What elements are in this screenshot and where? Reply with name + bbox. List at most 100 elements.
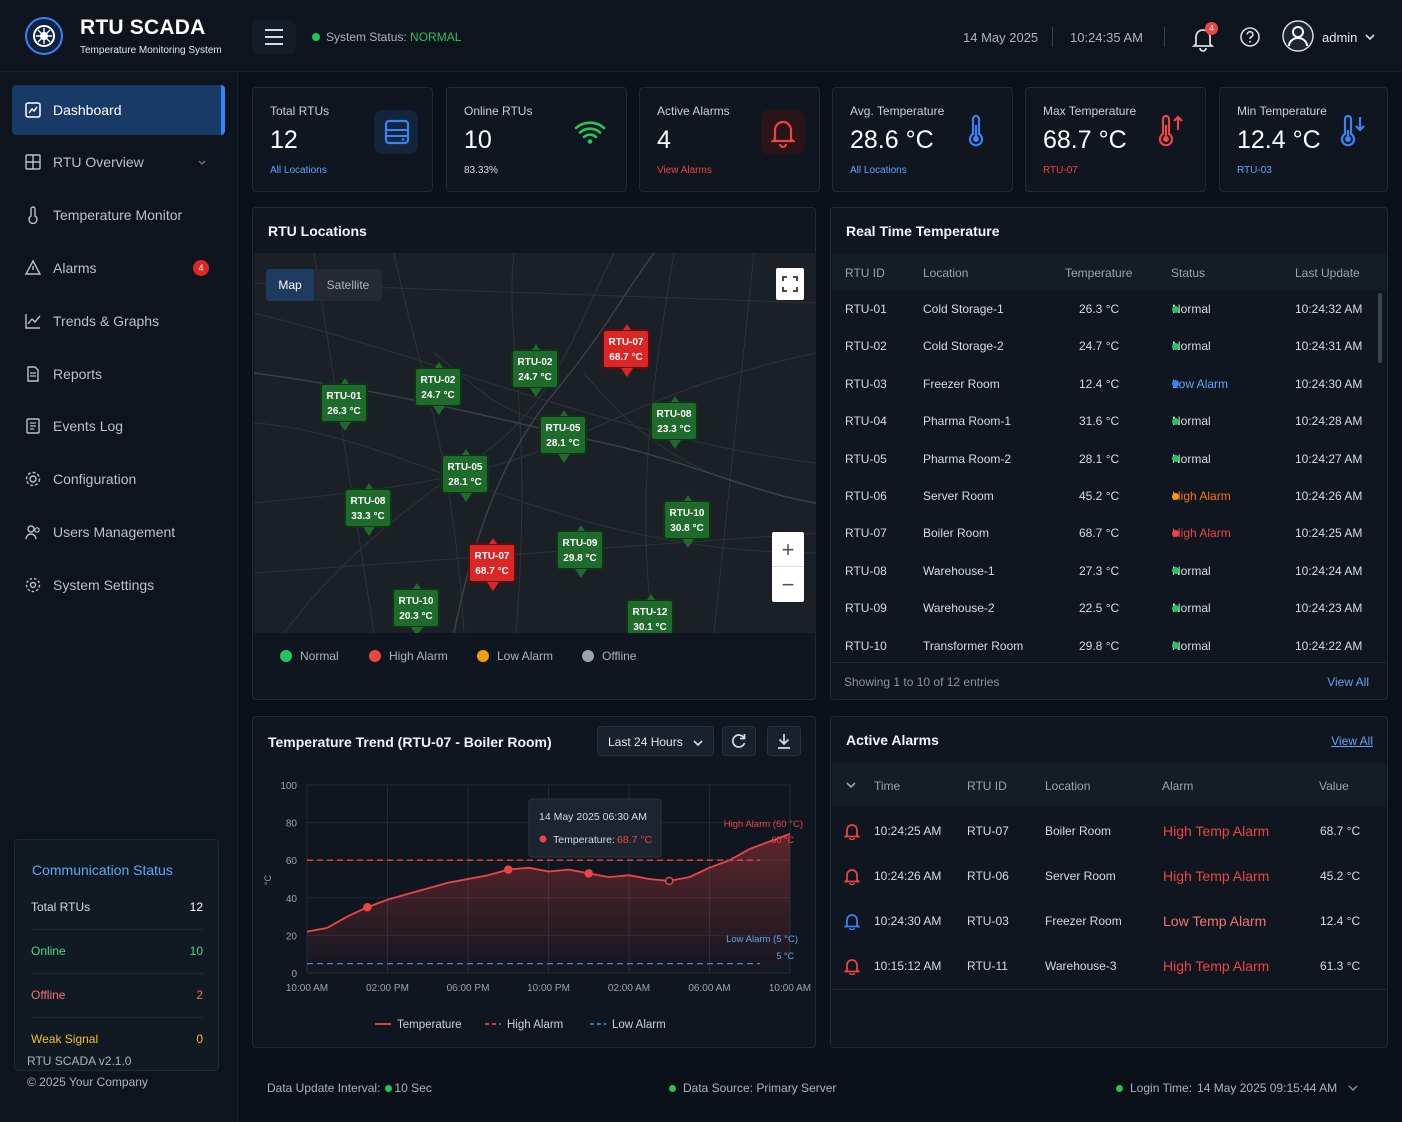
stat-sub[interactable]: All Locations [270, 165, 327, 176]
menu-toggle-button[interactable] [252, 20, 296, 54]
map-marker-rtu-12[interactable]: RTU-12 30.1 °C [626, 594, 674, 633]
status-text: High Alarm [1172, 489, 1231, 503]
map-marker-rtu-01[interactable]: RTU-01 26.3 °C [320, 378, 368, 431]
sidebar-item-configuration[interactable]: Configuration [12, 454, 225, 504]
sidebar-item-users-management[interactable]: Users Management [12, 507, 225, 557]
stat-sub[interactable]: RTU-03 [1237, 165, 1272, 176]
tab-satellite[interactable]: Satellite [326, 278, 370, 292]
cell-last-update: 10:24:25 AM [1295, 526, 1363, 541]
stat-card-online-rtus[interactable]: Online RTUs 10 83.33% [446, 87, 627, 192]
avatar[interactable] [1282, 20, 1314, 52]
status-dot [385, 1084, 393, 1092]
table-row[interactable]: RTU-01 Cold Storage-1 26.3 °C Normal 10:24:3… [832, 290, 1386, 327]
sidebar-item-temperature-monitor[interactable]: Temperature Monitor [12, 190, 225, 240]
trend-chart[interactable]: 0 20 40 60 80 100 10:00 AM 02:00 PM 06:00 PM 10:0… [253, 717, 817, 1049]
marker-temp: 26.3 °C [327, 406, 361, 417]
chevron-down-icon[interactable] [1347, 1083, 1359, 1093]
stat-card-avg-temperature[interactable]: Avg. Temperature 28.6 °C All Locations [832, 87, 1013, 192]
table-row[interactable]: RTU-02 Cold Storage-2 24.7 °C Normal 10:24:3… [832, 327, 1386, 364]
zoom-out-button[interactable]: − [781, 572, 795, 597]
tab-map[interactable]: Map [266, 269, 314, 301]
sidebar-item-dashboard[interactable]: Dashboard [12, 85, 225, 135]
alarm-row[interactable]: 10:24:25 AM RTU-07 Boiler Room High Temp Al… [832, 809, 1386, 854]
stat-card-total-rtus[interactable]: Total RTUs 12 All Locations [252, 87, 433, 192]
data-point[interactable] [504, 865, 513, 874]
table-row[interactable]: RTU-05 Pharma Room-2 28.1 °C Normal 10:24:27… [832, 440, 1386, 477]
sidebar-item-trends-graphs[interactable]: Trends & Graphs [12, 296, 225, 346]
sidebar-item-alarms[interactable]: Alarms 4 [12, 243, 225, 293]
table-row[interactable]: RTU-07 Boiler Room 68.7 °C High Alarm 10:24:… [832, 514, 1386, 551]
interval-label: Data Update Interval: [267, 1081, 381, 1095]
map-marker-rtu-07[interactable]: RTU-07 68.7 °C [468, 538, 516, 591]
time-range-select[interactable]: Last 24 Hours [597, 726, 714, 756]
status-dot [1172, 417, 1179, 425]
sidebar-item-system-settings[interactable]: System Settings [12, 560, 225, 610]
cell-rtu-id: RTU-07 [967, 824, 1009, 838]
map-marker-rtu-10[interactable]: RTU-10 20.3 °C [392, 583, 440, 633]
view-all-alarms-link[interactable]: View All [1331, 734, 1373, 748]
stat-sub[interactable]: All Locations [850, 165, 907, 176]
data-point[interactable] [584, 869, 593, 878]
map-marker-rtu-02[interactable]: RTU-02 24.7 °C [414, 362, 462, 415]
user-name[interactable]: admin [1322, 30, 1358, 45]
users-icon [24, 523, 42, 541]
fullscreen-button[interactable] [776, 268, 804, 300]
chevron-down-icon[interactable] [1364, 32, 1376, 42]
legend-normal: Normal [280, 649, 339, 663]
cell-location: Cold Storage-1 [923, 302, 1004, 316]
download-button[interactable] [767, 726, 801, 756]
legend-label: Normal [300, 649, 339, 663]
stat-card-max-temperature[interactable]: Max Temperature 68.7 °C RTU-07 [1025, 87, 1206, 192]
map-view[interactable]: Map Satellite RTU-01 26.3 °C RTU-02 24.7 °C… [254, 253, 816, 633]
marker-id: RTU-02 [420, 375, 456, 386]
sidebar-item-reports[interactable]: Reports [12, 349, 225, 399]
table-row[interactable]: RTU-08 Warehouse-1 27.3 °C Normal 10:24:24 A… [832, 552, 1386, 589]
trend-icon [24, 312, 42, 330]
view-all-link[interactable]: View All [1327, 675, 1369, 689]
alarm-row[interactable]: 10:24:26 AM RTU-06 Server Room High Temp Al… [832, 854, 1386, 899]
stat-card-min-temperature[interactable]: Min Temperature 12.4 °C RTU-03 [1219, 87, 1388, 192]
help-button[interactable] [1239, 26, 1261, 48]
cell-rtu-id: RTU-06 [845, 489, 887, 503]
table-row[interactable]: RTU-04 Pharma Room-1 31.6 °C Normal 10:24:28… [832, 402, 1386, 439]
map-marker-rtu-08[interactable]: RTU-08 33.3 °C [344, 483, 392, 536]
alarm-row[interactable]: 10:15:12 AM RTU-11 Warehouse-3 High Temp Al… [832, 944, 1386, 989]
data-point[interactable] [665, 876, 674, 886]
sidebar-item-events-log[interactable]: Events Log [12, 401, 225, 451]
marker-temp: 28.1 °C [546, 438, 580, 449]
table-row[interactable]: RTU-03 Freezer Room 12.4 °C Low Alarm 10:24:… [832, 365, 1386, 402]
map-marker-rtu-10[interactable]: RTU-10 30.8 °C [663, 495, 711, 548]
status-dot [669, 1084, 676, 1092]
col-location: Location [1045, 779, 1091, 793]
marker-temp: 24.7 °C [421, 390, 455, 401]
chevron-down-icon[interactable] [845, 780, 857, 790]
comm-label: Offline [31, 988, 66, 1002]
map-marker-rtu-08[interactable]: RTU-08 23.3 °C [650, 396, 698, 449]
stat-sub[interactable]: View Alarms [657, 165, 712, 176]
cell-temperature: 26.3 °C [1079, 302, 1120, 316]
cell-location: Server Room [1045, 869, 1116, 883]
scrollbar[interactable] [1378, 293, 1382, 363]
table-row[interactable]: RTU-09 Warehouse-2 22.5 °C Normal 10:24:23 A… [832, 589, 1386, 626]
x-tick-label: 06:00 AM [688, 983, 730, 994]
map-marker-rtu-05[interactable]: RTU-05 28.1 °C [441, 449, 489, 502]
refresh-button[interactable] [722, 726, 756, 756]
map-marker-rtu-05[interactable]: RTU-05 28.1 °C [539, 410, 587, 463]
sidebar-item-rtu-overview[interactable]: RTU Overview [12, 137, 225, 187]
table-row[interactable]: RTU-06 Server Room 45.2 °C High Alarm 10:24:… [832, 477, 1386, 514]
data-point[interactable] [363, 902, 372, 912]
zoom-in-button[interactable]: + [772, 532, 804, 567]
status-text: Normal [1172, 638, 1211, 653]
map-marker-rtu-02[interactable]: RTU-02 24.7 °C [511, 344, 559, 397]
status-dot [1172, 492, 1179, 500]
table-row[interactable]: RTU-10 Transformer Room 29.8 °C Normal 10:24… [832, 627, 1386, 664]
marker-temp: 23.3 °C [657, 424, 691, 435]
thermometer-up-icon [1147, 110, 1191, 154]
stat-card-active-alarms[interactable]: Active Alarms 4 View Alarms [639, 87, 820, 192]
cell-location: Transformer Room [923, 638, 1024, 653]
stat-label: Max Temperature [1043, 104, 1137, 118]
alarm-row[interactable]: 10:24:30 AM RTU-03 Freezer Room Low Temp Al… [832, 899, 1386, 944]
map-marker-rtu-07[interactable]: RTU-07 68.7 °C [602, 324, 650, 377]
map-marker-rtu-09[interactable]: RTU-09 29.8 °C [556, 525, 604, 578]
stat-sub[interactable]: RTU-07 [1043, 165, 1078, 176]
